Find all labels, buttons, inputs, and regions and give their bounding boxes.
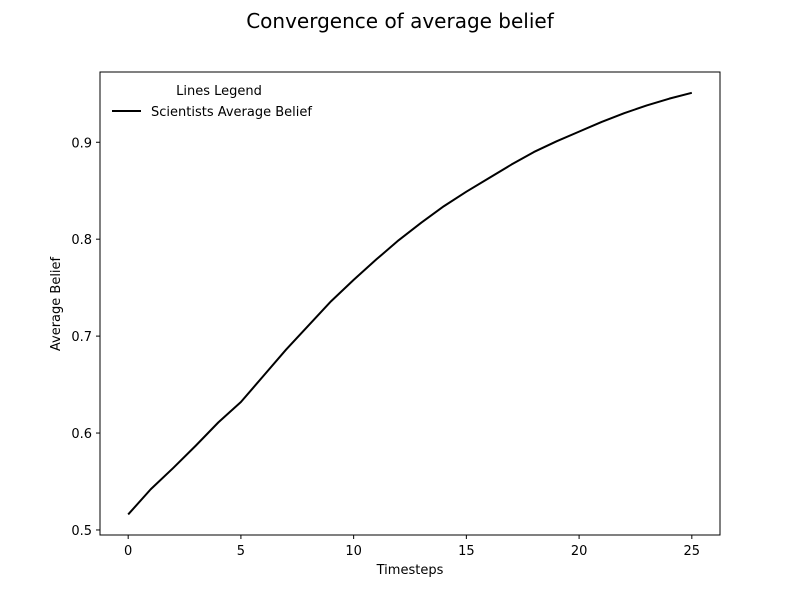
series-line-0	[127, 91, 693, 516]
x-tick-label: 5	[237, 544, 245, 559]
chart-title: Convergence of average belief	[246, 9, 555, 33]
plot-frame	[99, 71, 721, 536]
legend-title: Lines Legend	[176, 84, 262, 99]
y-tick-label: 0.6	[71, 427, 92, 442]
x-axis-label: Timesteps	[376, 563, 444, 578]
x-tick-label: 20	[571, 544, 588, 559]
y-tick-label: 0.8	[71, 233, 92, 248]
legend: Lines Legend Scientists Average Belief	[112, 84, 312, 120]
y-axis-label: Average Belief	[49, 256, 64, 351]
legend-series-label: Scientists Average Belief	[151, 105, 312, 120]
y-tick-label: 0.9	[71, 136, 92, 151]
x-tick-label: 0	[124, 544, 132, 559]
x-tick-label: 10	[345, 544, 362, 559]
y-tick-label: 0.5	[71, 524, 92, 539]
x-tick-label: 15	[458, 544, 475, 559]
x-tick-label: 25	[684, 544, 701, 559]
y-tick-label: 0.7	[71, 330, 92, 345]
plot-area: 0 5 10 15 20 25 0.5 0.6 0.7 0.8 0.9	[71, 71, 721, 559]
